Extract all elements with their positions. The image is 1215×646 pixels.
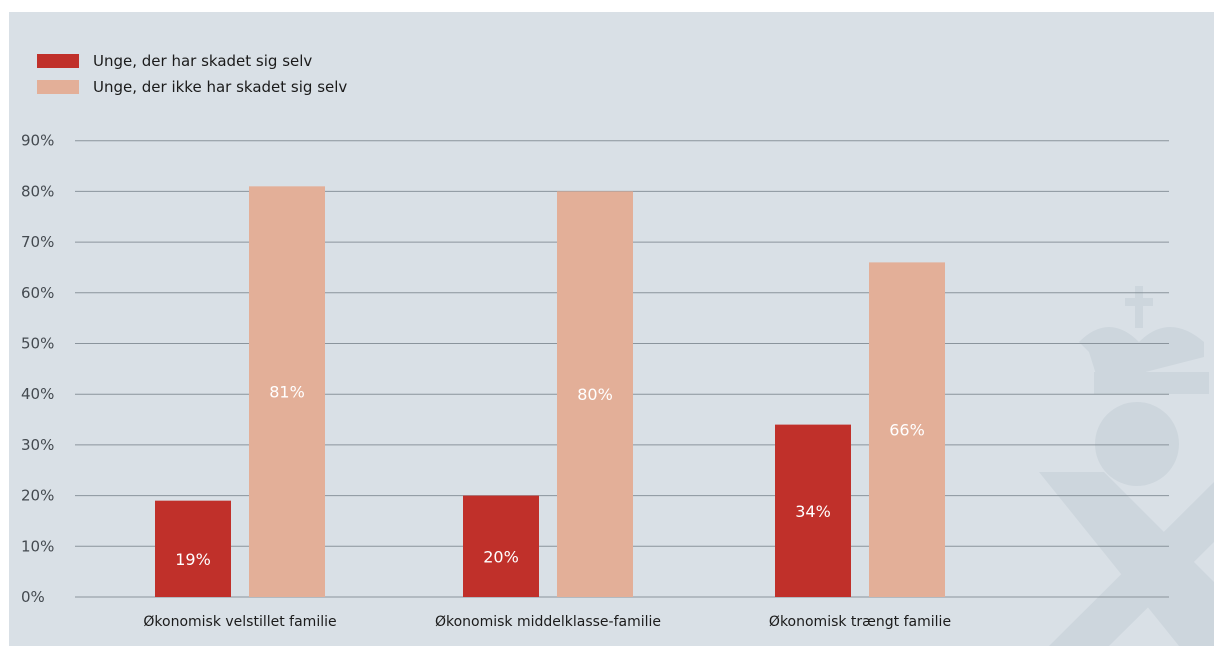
x-category-label: Økonomisk velstillet familie [143,614,336,630]
watermark-crown-top [1079,327,1204,384]
legend-swatch-series-2 [37,80,79,94]
bar [557,191,633,597]
y-tick-label: 50% [21,335,54,353]
y-tick-label: 80% [21,182,54,200]
y-axis-ticks: 0% 10% 20% 30% 40% 50% 60% 70% 80% 90% [21,132,54,606]
bar-chart: 0% 10% 20% 30% 40% 50% 60% 70% 80% 90% 19% 81% 20% 8… [21,132,1214,646]
watermark-cross-stem [1135,286,1143,328]
legend-item-series-2: Unge, der ikke har skadet sig selv [37,74,347,100]
data-label: 66% [889,421,925,440]
bar [249,186,325,597]
y-tick-label: 90% [21,132,54,150]
y-tick-label: 20% [21,487,54,505]
legend-swatch-series-1 [37,54,79,68]
watermark-diagonal-2 [1049,482,1214,646]
y-tick-label: 30% [21,436,54,454]
data-label: 34% [795,502,831,521]
data-label: 81% [269,383,305,402]
y-tick-label: 10% [21,537,54,555]
y-tick-label: 60% [21,284,54,302]
watermark-crown-band [1094,372,1209,394]
y-tick-label: 40% [21,385,54,403]
data-label: 19% [175,550,211,569]
crown-watermark-icon [1039,286,1214,646]
x-category-label: Økonomisk trængt familie [769,614,951,630]
x-category-label: Økonomisk middelklasse-familie [435,614,661,630]
legend-item-series-1: Unge, der har skadet sig selv [37,48,347,74]
watermark-orb [1095,402,1179,486]
watermark-diagonal-1 [1039,472,1214,646]
chart-frame: 0% 10% 20% 30% 40% 50% 60% 70% 80% 90% 19% 81% 20% 8… [9,12,1214,646]
data-label: 20% [483,547,519,566]
legend-label-series-1: Unge, der har skadet sig selv [93,52,313,70]
bar [463,495,539,597]
bars [155,186,945,597]
y-tick-label: 70% [21,233,54,251]
legend: Unge, der har skadet sig selv Unge, der … [37,48,347,100]
data-labels: 19% 81% 20% 80% 34% 66% [175,383,925,569]
legend-label-series-2: Unge, der ikke har skadet sig selv [93,78,348,96]
bar [155,500,231,597]
y-tick-label: 0% [21,588,45,606]
x-axis-categories: Økonomisk velstillet familie Økonomisk mi… [143,614,951,630]
bar [869,262,945,597]
data-label: 80% [577,385,613,404]
bar [775,424,851,597]
watermark-cross-bar [1125,298,1153,306]
